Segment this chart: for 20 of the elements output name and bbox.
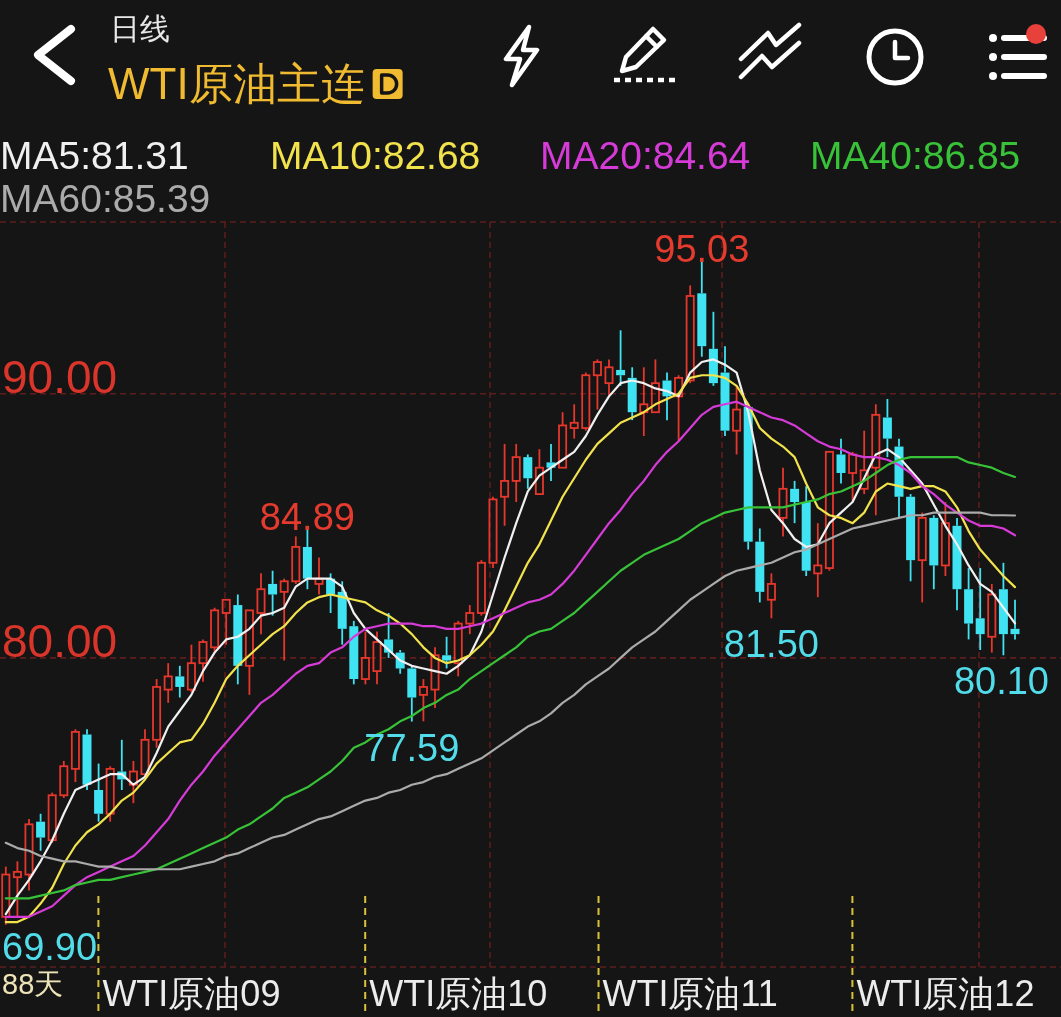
legend-item: MA60:85.39 xyxy=(0,177,211,220)
annotation: 69.90 xyxy=(2,926,98,968)
legend-item: MA20:84.64 xyxy=(540,134,751,177)
legend-item: MA5:81.31 xyxy=(0,134,189,177)
y-tick-label: 80.00 xyxy=(2,614,118,667)
x-tick-label: WTI原油11 xyxy=(602,973,778,1014)
annotation: 80.10 xyxy=(953,660,1049,703)
x-tick-label: WTI原油10 xyxy=(369,973,548,1014)
chart-title: 日线 xyxy=(110,12,170,45)
y-tick-label: 90.00 xyxy=(2,350,118,403)
x-tick-label: WTI原油12 xyxy=(856,973,1035,1014)
x-tick-label: WTI原油09 xyxy=(102,973,281,1014)
text: 88天 xyxy=(2,968,64,1000)
legend-item: MA40:86.85 xyxy=(810,134,1021,177)
annotation: 81.50 xyxy=(723,623,819,666)
chart-subtitle: WTI原油主连 xyxy=(108,59,365,108)
annotation: 77.59 xyxy=(364,726,460,769)
annotation: 84.89 xyxy=(259,495,355,538)
legend-item: MA10:82.68 xyxy=(270,134,481,177)
annotation: 95.03 xyxy=(654,227,750,270)
